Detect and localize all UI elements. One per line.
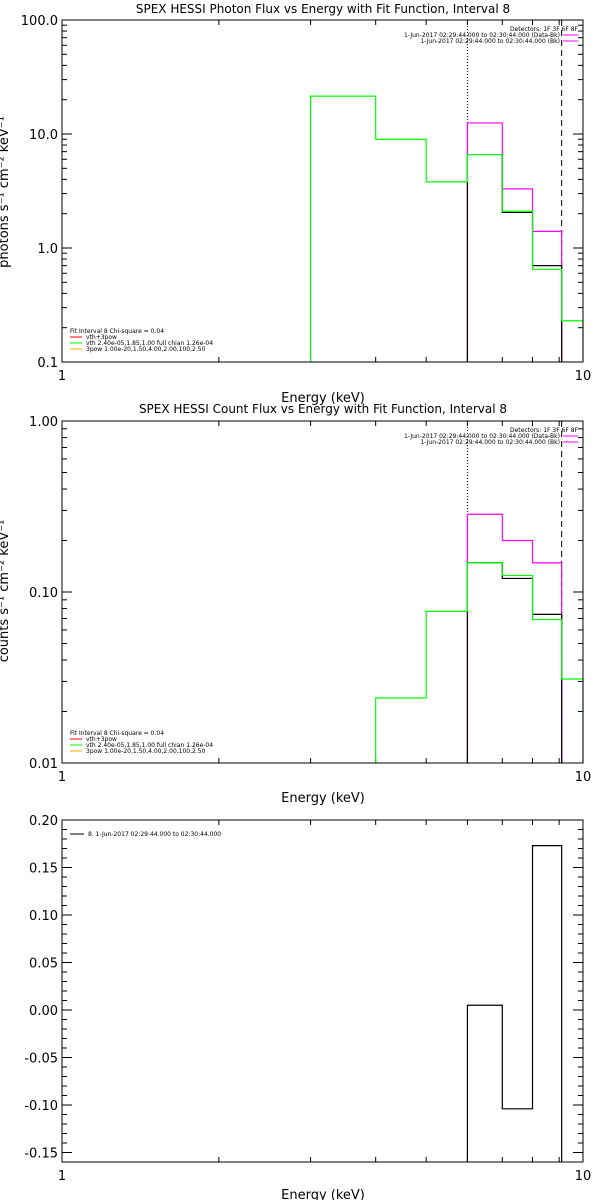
chart-title: SPEX HESSI Count Flux vs Energy with Fit… xyxy=(139,402,507,416)
x-tick-label: 1 xyxy=(58,369,66,384)
x-tick-label: 1 xyxy=(58,770,66,785)
legend-detectors: Detectors: 1F 3F 6F 8F xyxy=(510,26,579,33)
x-tick-label: 1 xyxy=(58,1169,66,1184)
y-tick-label: 0.1 xyxy=(37,356,58,371)
legend-bottom: Fit Interval 8 Chi-square = 0.04 vth+3po… xyxy=(70,730,213,755)
legend-3pow: 3pow 1.00e-20,1.50,4.00,2.00,100,2.50 xyxy=(86,748,206,755)
x-tick-label: 10 xyxy=(575,369,592,384)
legend-fit-interval: Fit Interval 8 Chi-square = 0.04 xyxy=(70,328,164,335)
y-tick-label: 0.20 xyxy=(29,814,58,829)
series-layer xyxy=(309,95,584,362)
count-flux-panel: SPEX HESSI Count Flux vs Energy with Fit… xyxy=(0,402,591,806)
legend-top: Detectors: 1F 3F 6F 8F 1-Jun-2017 02:29:… xyxy=(404,26,578,45)
plot-frame xyxy=(61,420,584,764)
legend-bk: 1-Jun-2017 02:29:44.000 to 02:30:44.000 … xyxy=(420,439,560,446)
residual-step-line xyxy=(466,845,563,1162)
data-step-line xyxy=(466,513,563,763)
legend-vth: vth 2.40e-05,1.85,1.00 full chian 1.26e-… xyxy=(86,340,213,347)
y-tick-label: 1.00 xyxy=(29,415,58,430)
y-axis-label: photons s⁻¹ cm⁻² keV⁻¹ xyxy=(0,116,12,268)
plot-frame xyxy=(61,19,584,363)
legend-detectors: Detectors: 1F 3F 6F 8F xyxy=(510,427,579,434)
x-axis-label: Energy (keV) xyxy=(281,791,365,806)
series-layer xyxy=(375,513,584,763)
y-tick-label: 10.0 xyxy=(29,128,58,143)
legend-bk: 1-Jun-2017 02:29:44.000 to 02:30:44.000 … xyxy=(420,38,560,45)
y-tick-label: 0.10 xyxy=(29,586,58,601)
legend-model: vth+3pow xyxy=(86,334,117,341)
legend-fit-interval: Fit Interval 8 Chi-square = 0.04 xyxy=(70,730,164,737)
y-tick-label: 0.01 xyxy=(29,757,58,772)
residual-panel: Energy (keV) 0.20 0.15 0.10 0.05 0.00 -0.05 -0… xyxy=(24,814,591,1200)
y-axis-label: counts s⁻¹ cm⁻² keV⁻¹ xyxy=(0,520,12,663)
axis-ticks: 0.1 1.0 10.0 100.0 1 10 xyxy=(21,14,591,384)
legend-vth: vth 2.40e-05,1.85,1.00 full chian 1.26e-… xyxy=(86,742,213,749)
legend-top: Detectors: 1F 3F 6F 8F 1-Jun-2017 02:29:… xyxy=(404,427,578,446)
photon-flux-panel: SPEX HESSI Photon Flux vs Energy with Fi… xyxy=(0,2,591,406)
plot-frame xyxy=(61,819,584,1163)
y-tick-label: -0.15 xyxy=(24,1147,58,1162)
legend-3pow: 3pow 1.00e-20,1.50,4.00,2.00,100,2.50 xyxy=(86,346,206,353)
y-tick-label: -0.05 xyxy=(24,1052,58,1067)
fit-step-line xyxy=(375,562,584,763)
series-layer xyxy=(466,845,563,1162)
axis-ticks: 0.20 0.15 0.10 0.05 0.00 -0.05 -0.10 -0.151 10 xyxy=(24,814,591,1184)
legend-data-bk: 1-Jun-2017 02:29:44.000 to 02:30:44.000 … xyxy=(404,32,560,39)
y-tick-label: 0.15 xyxy=(29,862,58,877)
x-tick-label: 10 xyxy=(575,770,592,785)
legend-top: 8. 1-Jun-2017 02:29:44.000 to 02:30:44.0… xyxy=(70,831,221,838)
legend-data-bk: 1-Jun-2017 02:29:44.000 to 02:30:44.000 … xyxy=(404,433,560,440)
legend-model: vth+3pow xyxy=(86,736,117,743)
y-tick-label: 100.0 xyxy=(21,14,58,29)
legend-interval: 8. 1-Jun-2017 02:29:44.000 to 02:30:44.0… xyxy=(88,831,221,838)
fit-step-line xyxy=(309,95,584,362)
y-tick-label: 0.00 xyxy=(29,1004,58,1019)
data-step-line xyxy=(466,122,563,362)
y-tick-label: 0.10 xyxy=(29,909,58,924)
x-axis-label: Energy (keV) xyxy=(281,1188,365,1200)
x-axis-label: Energy (keV) xyxy=(281,391,365,406)
y-tick-label: 0.05 xyxy=(29,957,58,972)
chart-title: SPEX HESSI Photon Flux vs Energy with Fi… xyxy=(136,2,510,16)
y-tick-label: 1.0 xyxy=(37,242,58,257)
x-tick-label: 10 xyxy=(575,1169,592,1184)
legend-bottom: Fit Interval 8 Chi-square = 0.04 vth+3po… xyxy=(70,328,213,353)
y-tick-label: -0.10 xyxy=(24,1099,58,1114)
